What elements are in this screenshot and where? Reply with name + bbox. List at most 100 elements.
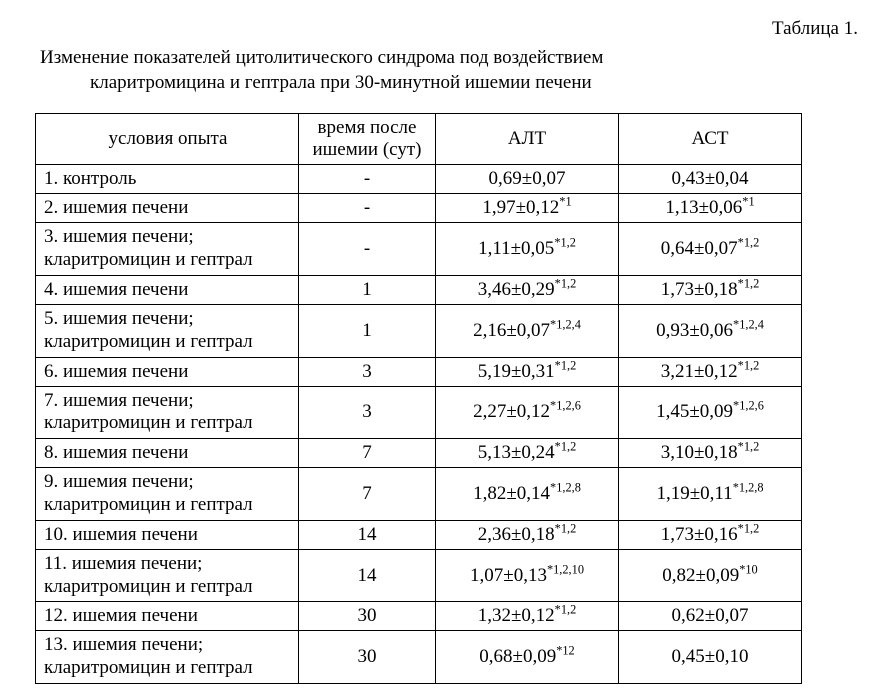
table-row: 4. ишемия печени13,46±0,29*1,21,73±0,18*… bbox=[36, 275, 802, 304]
table-row: 8. ишемия печени75,13±0,24*1,23,10±0,18*… bbox=[36, 439, 802, 468]
alt-superscript: *1 bbox=[559, 195, 571, 209]
cell-alt: 1,07±0,13*1,2,10 bbox=[436, 549, 619, 602]
table-label: Таблица 1. bbox=[30, 18, 858, 40]
table-row: 6. ишемия печени35,19±0,31*1,23,21±0,12*… bbox=[36, 357, 802, 386]
ast-value: 1,73±0,16 bbox=[661, 524, 738, 545]
cell-alt: 1,32±0,12*1,2 bbox=[436, 602, 619, 631]
cell-alt: 1,82±0,14*1,2,8 bbox=[436, 468, 619, 521]
cell-ast: 3,10±0,18*1,2 bbox=[619, 439, 802, 468]
cell-condition: 1. контроль bbox=[36, 165, 299, 194]
ast-value: 0,45±0,10 bbox=[672, 646, 749, 667]
cell-ast: 0,62±0,07 bbox=[619, 602, 802, 631]
ast-value: 1,19±0,11 bbox=[656, 483, 732, 504]
table-row: 13. ишемия печени; кларитромицин и гептр… bbox=[36, 631, 802, 684]
cell-alt: 5,13±0,24*1,2 bbox=[436, 439, 619, 468]
cell-ast: 1,73±0,18*1,2 bbox=[619, 275, 802, 304]
cell-time: - bbox=[299, 223, 436, 276]
cell-ast: 1,19±0,11*1,2,8 bbox=[619, 468, 802, 521]
cell-time: 3 bbox=[299, 357, 436, 386]
ast-superscript: *10 bbox=[739, 562, 758, 576]
cell-ast: 1,13±0,06*1 bbox=[619, 194, 802, 223]
cell-condition: 12. ишемия печени bbox=[36, 602, 299, 631]
table-header-row: условия опыта время после ишемии (сут) А… bbox=[36, 114, 802, 165]
alt-value: 2,36±0,18 bbox=[478, 524, 555, 545]
ast-superscript: *1,2 bbox=[738, 521, 760, 535]
ast-superscript: *1,2 bbox=[738, 358, 760, 372]
alt-value: 2,16±0,07 bbox=[473, 320, 550, 341]
cell-ast: 0,93±0,06*1,2,4 bbox=[619, 304, 802, 357]
table-row: 5. ишемия печени; кларитромицин и гептра… bbox=[36, 304, 802, 357]
ast-superscript: *1 bbox=[742, 195, 754, 209]
header-alt: АЛТ bbox=[436, 114, 619, 165]
alt-value: 1,82±0,14 bbox=[473, 483, 550, 504]
cell-condition: 9. ишемия печени; кларитромицин и гептра… bbox=[36, 468, 299, 521]
header-ast: АСТ bbox=[619, 114, 802, 165]
alt-value: 0,68±0,09 bbox=[479, 646, 556, 667]
ast-superscript: *1,2,4 bbox=[733, 317, 764, 331]
cell-ast: 0,43±0,04 bbox=[619, 165, 802, 194]
cell-time: 30 bbox=[299, 631, 436, 684]
cell-alt: 2,16±0,07*1,2,4 bbox=[436, 304, 619, 357]
ast-superscript: *1,2,8 bbox=[733, 481, 764, 495]
table-row: 12. ишемия печени301,32±0,12*1,2 0,62±0,0… bbox=[36, 602, 802, 631]
cell-ast: 0,45±0,10 bbox=[619, 631, 802, 684]
table-row: 10. ишемия печени142,36±0,18*1,21,73±0,1… bbox=[36, 520, 802, 549]
title-line-1: Изменение показателей цитолитического си… bbox=[40, 46, 868, 71]
cell-time: 1 bbox=[299, 275, 436, 304]
ast-value: 0,93±0,06 bbox=[656, 320, 733, 341]
table-body: 1. контроль- 0,69±0,07 0,43±0,04 2. ишемия … bbox=[36, 165, 802, 684]
cell-alt: 1,97±0,12*1 bbox=[436, 194, 619, 223]
alt-value: 3,46±0,29 bbox=[478, 279, 555, 300]
alt-superscript: *1,2,4 bbox=[550, 317, 581, 331]
cell-condition: 8. ишемия печени bbox=[36, 439, 299, 468]
ast-value: 0,82±0,09 bbox=[662, 565, 739, 586]
cell-alt: 0,69±0,07 bbox=[436, 165, 619, 194]
table-title: Изменение показателей цитолитического си… bbox=[40, 46, 868, 95]
ast-superscript: *1,2 bbox=[738, 277, 760, 291]
header-condition: условия опыта bbox=[36, 114, 299, 165]
alt-superscript: *1,2 bbox=[555, 521, 577, 535]
header-time: время после ишемии (сут) bbox=[299, 114, 436, 165]
ast-superscript: *1,2 bbox=[738, 236, 760, 250]
ast-value: 0,43±0,04 bbox=[672, 168, 749, 189]
alt-superscript: *1,2 bbox=[555, 603, 577, 617]
cell-time: - bbox=[299, 194, 436, 223]
ast-value: 1,73±0,18 bbox=[661, 279, 738, 300]
cell-alt: 0,68±0,09*12 bbox=[436, 631, 619, 684]
cell-ast: 1,45±0,09*1,2,6 bbox=[619, 386, 802, 439]
alt-value: 5,13±0,24 bbox=[478, 442, 555, 463]
cell-time: 7 bbox=[299, 439, 436, 468]
alt-value: 1,11±0,05 bbox=[478, 238, 554, 259]
cell-condition: 11. ишемия печени; кларитромицин и гептр… bbox=[36, 549, 299, 602]
ast-value: 0,62±0,07 bbox=[672, 605, 749, 626]
alt-superscript: *1,2,10 bbox=[547, 562, 584, 576]
data-table: условия опыта время после ишемии (сут) А… bbox=[35, 113, 802, 684]
table-row: 7. ишемия печени; кларитромицин и гептра… bbox=[36, 386, 802, 439]
alt-value: 1,97±0,12 bbox=[482, 197, 559, 218]
alt-superscript: *1,2 bbox=[554, 236, 576, 250]
cell-condition: 7. ишемия печени; кларитромицин и гептра… bbox=[36, 386, 299, 439]
cell-time: 7 bbox=[299, 468, 436, 521]
ast-superscript: *1,2 bbox=[738, 440, 760, 454]
alt-value: 2,27±0,12 bbox=[473, 401, 550, 422]
cell-condition: 5. ишемия печени; кларитромицин и гептра… bbox=[36, 304, 299, 357]
cell-alt: 3,46±0,29*1,2 bbox=[436, 275, 619, 304]
cell-ast: 3,21±0,12*1,2 bbox=[619, 357, 802, 386]
title-line-2: кларитромицина и гептрала при 30-минутно… bbox=[40, 71, 868, 96]
table-row: 11. ишемия печени; кларитромицин и гептр… bbox=[36, 549, 802, 602]
table-row: 9. ишемия печени; кларитромицин и гептра… bbox=[36, 468, 802, 521]
cell-alt: 2,36±0,18*1,2 bbox=[436, 520, 619, 549]
table-row: 1. контроль-0,69±0,070,43±0,04 bbox=[36, 165, 802, 194]
alt-value: 0,69±0,07 bbox=[489, 168, 566, 189]
cell-condition: 2. ишемия печени bbox=[36, 194, 299, 223]
ast-value: 3,21±0,12 bbox=[661, 361, 738, 382]
table-row: 2. ишемия печени-1,97±0,12*11,13±0,06*1 bbox=[36, 194, 802, 223]
cell-time: 3 bbox=[299, 386, 436, 439]
cell-time: 30 bbox=[299, 602, 436, 631]
cell-condition: 3. ишемия печени; кларитромицин и гептра… bbox=[36, 223, 299, 276]
alt-superscript: *1,2 bbox=[555, 358, 577, 372]
table-row: 3. ишемия печени; кларитромицин и гептра… bbox=[36, 223, 802, 276]
cell-condition: 6. ишемия печени bbox=[36, 357, 299, 386]
cell-alt: 2,27±0,12*1,2,6 bbox=[436, 386, 619, 439]
ast-value: 3,10±0,18 bbox=[661, 442, 738, 463]
